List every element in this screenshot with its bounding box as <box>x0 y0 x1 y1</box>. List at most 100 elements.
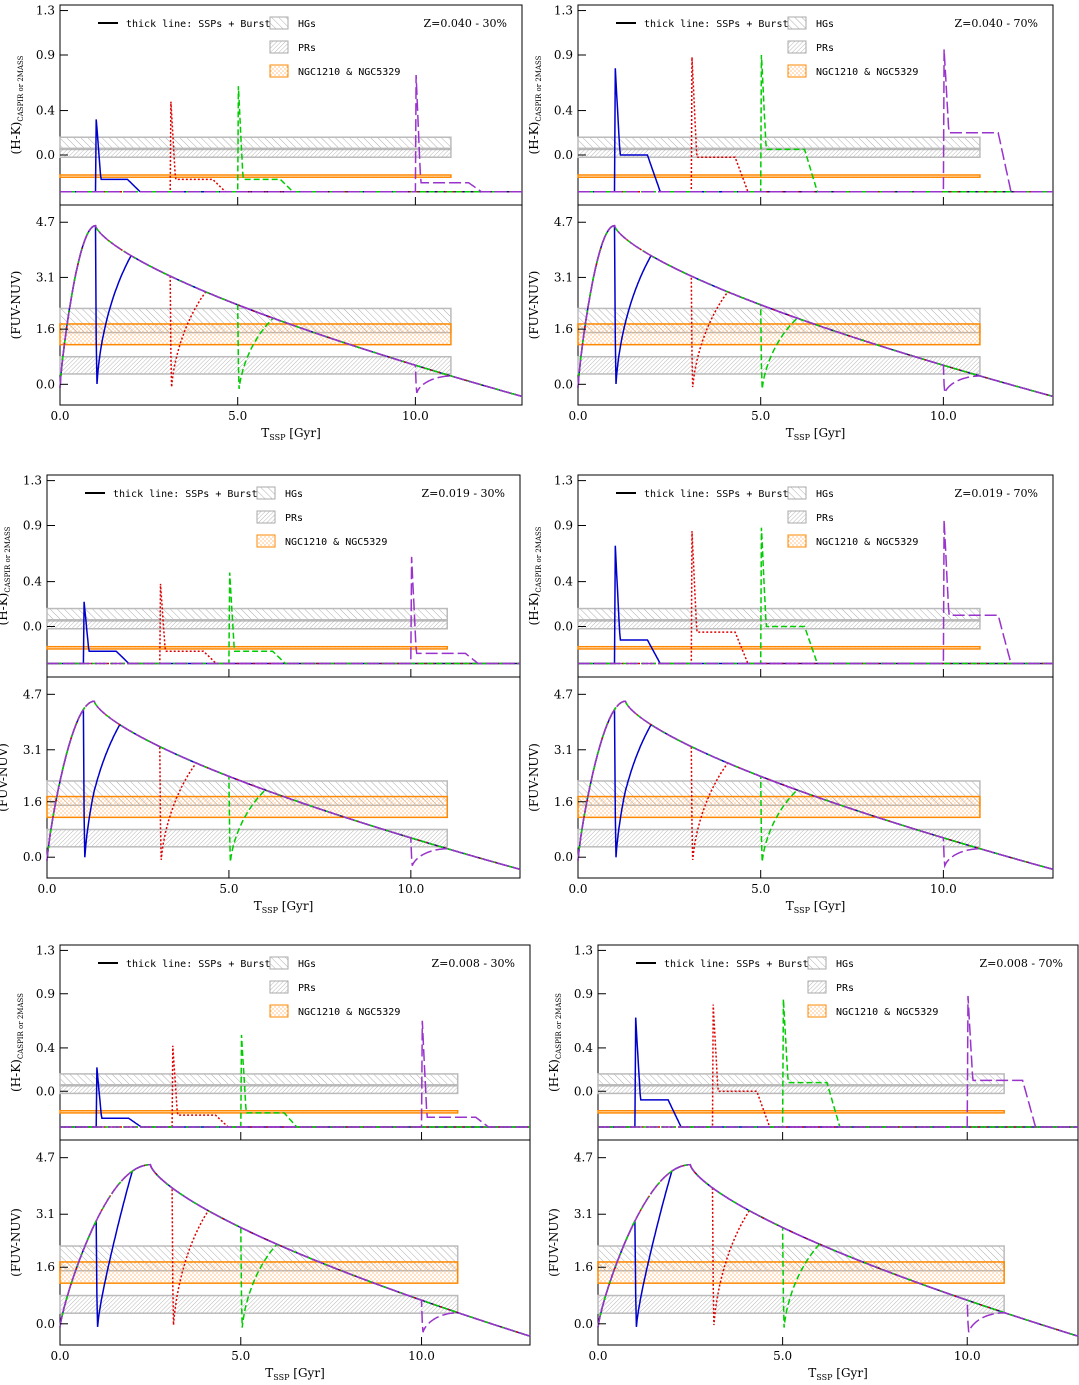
fuv-y-axis-label: (FUV-NUV) <box>9 1208 23 1277</box>
hk-prs-band <box>577 147 981 158</box>
fuv-y-tick-label: 4.7 <box>36 1151 55 1165</box>
hk-prs-band <box>59 147 452 158</box>
hk-ngc-band <box>46 645 448 650</box>
fuv-y-tick-label: 3.1 <box>36 270 55 284</box>
fuv-ngc-band <box>597 1261 1005 1284</box>
legend-prs-swatch <box>269 980 289 994</box>
fuv-ngc-band <box>46 795 448 819</box>
fuv-ngc-band <box>59 1261 459 1284</box>
hk-y-tick-label: 0.0 <box>574 1084 593 1098</box>
fuv-series-burst-10 <box>59 224 523 398</box>
fuv-ngc-band <box>577 795 981 819</box>
x-tick-label: 5.0 <box>751 882 770 896</box>
x-axis-label: TSSP [Gyr] <box>261 426 321 442</box>
hk-y-tick-label: 0.9 <box>554 519 573 533</box>
hk-y-axis-label: (H-K)CASPIR or 2MASS <box>0 526 12 625</box>
hk-ngc-band <box>59 174 452 178</box>
x-tick-label: 5.0 <box>228 409 247 423</box>
fuv-prs-band <box>46 828 448 848</box>
legend-ngc-swatch <box>269 64 289 78</box>
hk-y-tick-label: 0.0 <box>36 1084 55 1098</box>
hk-series-burst-1 <box>578 545 1053 665</box>
hk-y-tick-label: 0.9 <box>36 987 55 1001</box>
panel-annotation: Z=0.008 - 30% <box>431 957 515 970</box>
hk-series-burst-5 <box>578 54 1053 193</box>
fuv-y-tick-label: 0.0 <box>554 850 573 864</box>
legend-thick-line-label: thick line: SSPs + Burst <box>664 959 809 970</box>
hk-prs-band <box>577 619 981 630</box>
hk-y-tick-label: 0.9 <box>574 987 593 1001</box>
chart-panel-5: 0.0 5.0 10.0 1.3 0.9 0.4 0.0 4.7 3.1 1.6 0.0 TSSP [… <box>9 943 531 1382</box>
chart-panel-2: 0.0 5.0 10.0 1.3 0.9 0.4 0.0 4.7 3.1 1.6 0.0 TSSP [… <box>527 4 1054 442</box>
x-tick-label: 10.0 <box>930 882 957 896</box>
fuv-y-tick-label: 0.0 <box>574 1317 593 1331</box>
hk-series-burst-10 <box>60 74 522 193</box>
fuv-y-tick-label: 1.6 <box>574 1260 593 1274</box>
fuv-prs-band <box>577 355 981 375</box>
hk-y-tick-label: 0.0 <box>23 620 42 634</box>
hk-series-burst-5 <box>60 86 522 193</box>
panel-annotation: Z=0.019 - 30% <box>421 487 505 500</box>
chart-panel-6: 0.0 5.0 10.0 1.3 0.9 0.4 0.0 4.7 3.1 1.6 0.0 TSSP [… <box>547 943 1079 1382</box>
fuv-y-axis-label: (FUV-NUV) <box>527 743 541 812</box>
hk-y-tick-label: 0.4 <box>554 575 573 589</box>
fuv-series-burst-10 <box>577 700 1054 871</box>
hk-y-axis-label: (H-K)CASPIR or 2MASS <box>527 526 543 625</box>
fuv-y-tick-label: 0.0 <box>554 377 573 391</box>
fuv-prs-band <box>597 1294 1005 1314</box>
x-tick-label: 0.0 <box>568 882 587 896</box>
fuv-y-tick-label: 4.7 <box>554 687 573 701</box>
x-tick-label: 5.0 <box>773 1349 792 1363</box>
x-tick-label: 0.0 <box>588 1349 607 1363</box>
legend-ngc-label: NGC1210 & NGC5329 <box>298 1007 400 1018</box>
chart-panel-3: 0.0 5.0 10.0 1.3 0.9 0.4 0.0 4.7 3.1 1.6 0.0 TSSP [… <box>0 474 521 915</box>
hk-y-tick-label: 0.4 <box>554 104 573 118</box>
hk-y-tick-label: 1.3 <box>554 474 573 488</box>
panel-annotation: Z=0.008 - 70% <box>979 957 1063 970</box>
x-tick-label: 0.0 <box>37 882 56 896</box>
fuv-y-tick-label: 1.6 <box>36 322 55 336</box>
fuv-y-tick-label: 4.7 <box>574 1151 593 1165</box>
hk-y-tick-label: 0.0 <box>36 148 55 162</box>
legend-prs-label: PRs <box>298 43 316 54</box>
legend-prs-swatch <box>269 40 289 54</box>
hk-y-tick-label: 0.4 <box>36 104 55 118</box>
legend-ngc-label: NGC1210 & NGC5329 <box>285 537 387 548</box>
legend-ngc-label: NGC1210 & NGC5329 <box>816 537 918 548</box>
fuv-series-burst-10 <box>46 700 521 871</box>
fuv-y-tick-label: 3.1 <box>574 1207 593 1221</box>
hk-ngc-band <box>577 645 981 650</box>
legend-hgs-swatch <box>787 16 807 30</box>
legend-prs-label: PRs <box>298 983 316 994</box>
fuv-y-tick-label: 0.0 <box>36 377 55 391</box>
hk-series-burst-5 <box>60 1034 530 1128</box>
x-tick-label: 0.0 <box>50 409 69 423</box>
hk-y-tick-label: 0.9 <box>554 48 573 62</box>
fuv-plot-frame <box>59 204 523 406</box>
hk-y-tick-label: 1.3 <box>36 4 55 18</box>
x-axis-label: TSSP [Gyr] <box>254 899 314 915</box>
legend-thick-line-label: thick line: SSPs + Burst <box>126 19 271 30</box>
legend-hgs-swatch <box>256 486 276 500</box>
fuv-y-axis-label: (FUV-NUV) <box>9 271 23 340</box>
fuv-y-tick-label: 1.6 <box>554 322 573 336</box>
fuv-plot-frame <box>59 1139 531 1346</box>
legend-ngc-swatch <box>787 64 807 78</box>
fuv-plot-frame <box>577 676 1054 879</box>
fuv-series-burst-10 <box>59 1163 531 1337</box>
fuv-y-tick-label: 1.6 <box>554 795 573 809</box>
hk-y-tick-label: 1.3 <box>23 474 42 488</box>
fuv-y-tick-label: 0.0 <box>36 1317 55 1331</box>
fuv-y-tick-label: 0.0 <box>23 850 42 864</box>
legend-thick-line-label: thick line: SSPs + Burst <box>644 19 789 30</box>
fuv-prs-band <box>59 1294 459 1314</box>
hk-y-tick-label: 1.3 <box>554 4 573 18</box>
legend-ngc-swatch <box>256 534 276 548</box>
legend-thick-line-label: thick line: SSPs + Burst <box>126 959 271 970</box>
fuv-y-tick-label: 1.6 <box>36 1260 55 1274</box>
fuv-y-tick-label: 3.1 <box>554 270 573 284</box>
hk-ngc-band <box>597 1110 1005 1114</box>
hk-series-burst-10 <box>578 519 1053 665</box>
x-tick-label: 0.0 <box>50 1349 69 1363</box>
hk-y-tick-label: 0.9 <box>36 48 55 62</box>
